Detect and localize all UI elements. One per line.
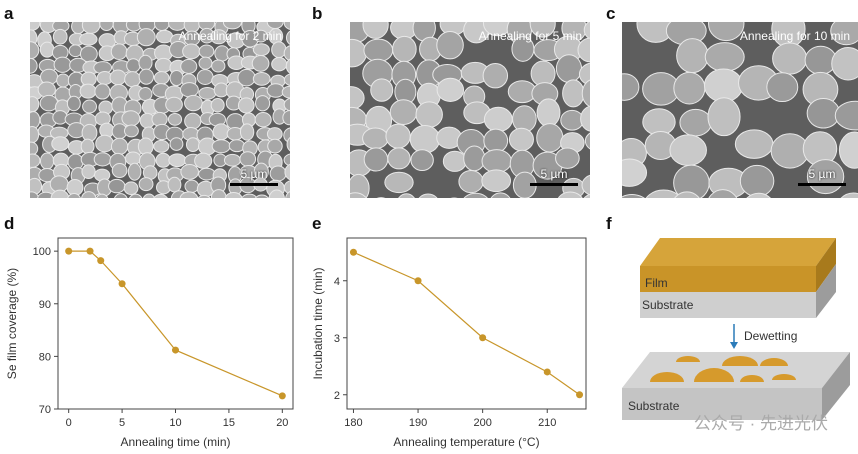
y-tick-label: 3 <box>334 333 340 345</box>
scale-bar: 5 µm <box>530 167 578 186</box>
plot-frame <box>57 237 294 410</box>
y-tick-label: 4 <box>334 276 340 288</box>
chart-incubation: 180 190 200 210 2 3 4 Annealing temperature (°C… <box>311 237 587 449</box>
sem-caption: Annealing for 10 min <box>739 29 850 43</box>
data-point <box>118 280 126 288</box>
data-point <box>278 392 286 400</box>
panel-label-a: a <box>4 4 14 23</box>
scale-bar: 5 µm <box>230 167 278 186</box>
panel-label-b: b <box>312 4 323 23</box>
y-tick-label: 80 <box>39 351 51 363</box>
substrate-label-2: Substrate <box>628 399 680 413</box>
substrate2-side <box>822 352 850 420</box>
x-tick-label: 5 <box>119 417 125 429</box>
series-line <box>68 250 283 397</box>
sem-texture <box>350 22 590 198</box>
data-point <box>576 391 584 399</box>
panel-label-e: e <box>312 214 322 233</box>
chart-coverage: 0 5 10 15 20 70 80 90 100 Annealing time (min) Se … <box>5 237 294 449</box>
x-tick-label: 210 <box>538 417 556 429</box>
x-axis-label: Annealing temperature (°C) <box>393 435 539 449</box>
y-axis-label: Se film coverage (%) <box>5 268 19 379</box>
film-top <box>640 238 836 266</box>
dewetting-label: Dewetting <box>744 329 797 343</box>
data-point <box>414 277 422 285</box>
x-tick-label: 0 <box>66 417 72 429</box>
sem-texture <box>622 22 858 198</box>
schematic-dewetting: Film Substrate Dewetting Substrate <box>622 238 850 420</box>
data-point <box>86 247 94 255</box>
sem-caption: Annealing for 2 min <box>178 29 282 43</box>
x-tick-label: 20 <box>276 417 288 429</box>
y-tick-label: 90 <box>39 299 51 311</box>
sem-image-10min: Annealing for 10 min 5 µm <box>622 22 858 198</box>
sem-caption: Annealing for 5 min <box>478 29 582 43</box>
x-tick-label: 190 <box>409 417 427 429</box>
sem-image-2min: Annealing for 2 min 5 µm <box>30 22 290 198</box>
data-point <box>349 248 357 256</box>
film-label: Film <box>645 276 668 290</box>
data-point <box>479 334 487 342</box>
y-tick-label: 2 <box>334 390 340 402</box>
watermark: 公众号 · 先进光伏 <box>693 414 828 433</box>
plot-frame <box>346 237 587 410</box>
arrow-head-icon <box>730 342 738 349</box>
panel-label-f: f <box>606 214 612 233</box>
data-point <box>543 368 551 376</box>
substrate-side <box>816 264 836 318</box>
sem-texture <box>30 22 290 198</box>
film-side <box>816 238 836 292</box>
scale-bar: 5 µm <box>798 167 846 186</box>
sem-image-5min: Annealing for 5 min 5 µm <box>350 22 590 198</box>
x-tick-label: 15 <box>223 417 235 429</box>
panel-label-d: d <box>4 214 15 233</box>
x-tick-label: 180 <box>344 417 362 429</box>
x-tick-label: 10 <box>169 417 181 429</box>
x-axis-label: Annealing time (min) <box>120 435 230 449</box>
data-point <box>65 247 73 255</box>
x-tick-label: 200 <box>473 417 491 429</box>
panel-label-c: c <box>606 4 616 23</box>
droplets <box>650 356 796 382</box>
data-point <box>97 257 105 265</box>
film-front <box>640 266 816 292</box>
data-point <box>172 346 179 354</box>
substrate-front <box>640 292 816 318</box>
y-axis-label: Incubation time (min) <box>311 267 325 379</box>
substrate2-front <box>622 388 822 420</box>
y-tick-label: 70 <box>39 404 51 416</box>
y-tick-label: 100 <box>33 246 51 258</box>
substrate-label: Substrate <box>642 298 694 312</box>
